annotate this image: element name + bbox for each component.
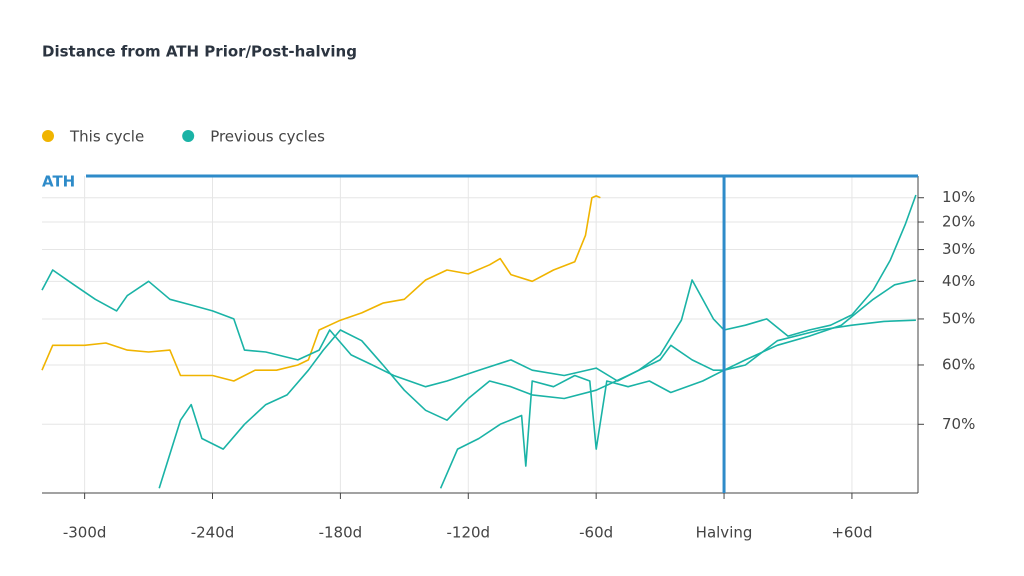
- y-tick-label: 30%: [942, 240, 975, 258]
- y-tick-label: 70%: [942, 415, 975, 433]
- legend-label: This cycle: [69, 128, 144, 146]
- x-tick-label: Halving: [696, 524, 753, 542]
- legend-marker: [42, 130, 54, 142]
- x-tick-label: +60d: [831, 524, 872, 542]
- series-line: [158, 279, 917, 489]
- ath-label: ATH: [42, 173, 75, 191]
- series-line: [41, 195, 601, 382]
- y-tick-label: 50%: [942, 309, 975, 327]
- x-tick-label: -300d: [63, 524, 107, 542]
- y-tick-label: 60%: [942, 355, 975, 373]
- y-tick-label: 40%: [942, 272, 975, 290]
- legend-label: Previous cycles: [210, 128, 325, 146]
- y-tick-label: 20%: [942, 213, 975, 231]
- legend-marker: [182, 130, 195, 142]
- x-tick-label: -120d: [446, 524, 490, 542]
- y-tick-label: 10%: [942, 188, 975, 206]
- series-line: [439, 319, 916, 489]
- x-tick-label: -180d: [319, 524, 363, 542]
- x-tick-label: -240d: [191, 524, 235, 542]
- x-tick-label: -60d: [579, 524, 613, 542]
- chart-title: Distance from ATH Prior/Post-halving: [42, 43, 357, 61]
- series-line: [41, 194, 917, 388]
